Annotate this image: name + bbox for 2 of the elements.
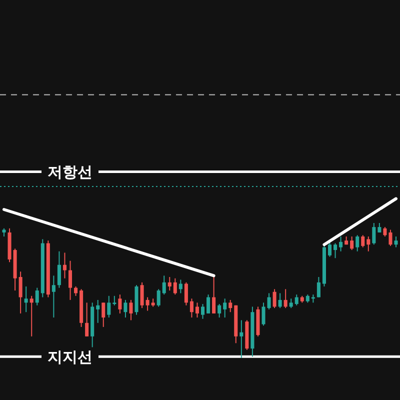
ref-line-label: 지지선: [48, 348, 92, 366]
ref-line-label: 저항선: [48, 163, 92, 182]
